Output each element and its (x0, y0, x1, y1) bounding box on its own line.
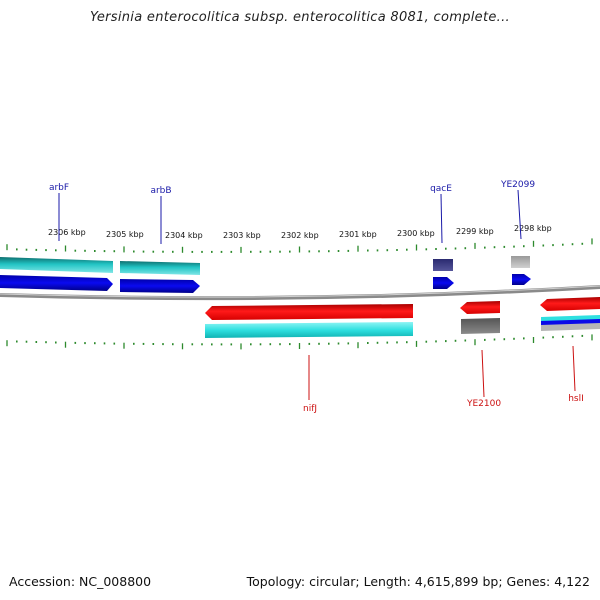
genome-summary-text: Topology: circular; Length: 4,615,899 bp… (246, 574, 590, 589)
scale-label-2305: 2305 kbp (106, 230, 144, 239)
map-title: Yersinia enterocolitica subsp. enterocol… (90, 10, 510, 25)
leader-YE2100 (481, 349, 485, 398)
gene-YE2100-outer[interactable] (461, 318, 500, 334)
gene-qacE-outer[interactable] (433, 259, 453, 271)
scale-ticks-reverse (6, 334, 593, 350)
gene-YE2099-outer[interactable] (511, 256, 530, 268)
gene-arbF-outer[interactable] (0, 257, 113, 273)
scale-label-2302: 2302 kbp (281, 231, 319, 240)
gene-YE2099-cds[interactable] (512, 274, 531, 285)
scale-label-2300: 2300 kbp (397, 229, 435, 238)
gene-label-YE2099[interactable]: YE2099 (500, 180, 535, 190)
gene-label-YE2100[interactable]: YE2100 (466, 399, 501, 409)
leader-hslI (572, 345, 576, 392)
leader-YE2099 (517, 189, 522, 240)
scale-label-2299: 2299 kbp (456, 227, 494, 236)
gene-label-qacE[interactable]: qacE (430, 184, 452, 194)
scale-label-2306: 2306 kbp (48, 228, 86, 237)
scale-label-2303: 2303 kbp (223, 231, 261, 240)
accession-text: Accession: NC_008800 (9, 574, 152, 589)
genome-backbone (0, 285, 600, 301)
gene-arbF-cds[interactable] (0, 275, 113, 291)
gene-label-hslI[interactable]: hslI (568, 394, 584, 404)
gene-hslI-cds[interactable] (540, 297, 600, 311)
gene-arbB-cds[interactable] (120, 279, 200, 293)
gene-label-arbB[interactable]: arbB (150, 186, 171, 196)
gene-YE2100-cds[interactable] (460, 301, 500, 314)
gene-qacE-cds[interactable] (433, 277, 454, 289)
gene-label-arbF[interactable]: arbF (49, 183, 69, 193)
scale-label-2304: 2304 kbp (165, 231, 203, 240)
leader-qacE (440, 193, 443, 244)
scale-label-2298: 2298 kbp (514, 224, 552, 233)
genome-backbone-highlight (0, 285, 600, 298)
gene-hslI-outer-gray[interactable] (541, 323, 600, 331)
gene-nifJ-cds[interactable] (205, 304, 413, 320)
gene-label-nifJ[interactable]: nifJ (303, 404, 317, 414)
scale-ticks-forward (6, 238, 593, 253)
scale-label-2301: 2301 kbp (339, 230, 377, 239)
gene-arbB-outer[interactable] (120, 261, 200, 275)
gene-nifJ-outer[interactable] (205, 322, 413, 338)
